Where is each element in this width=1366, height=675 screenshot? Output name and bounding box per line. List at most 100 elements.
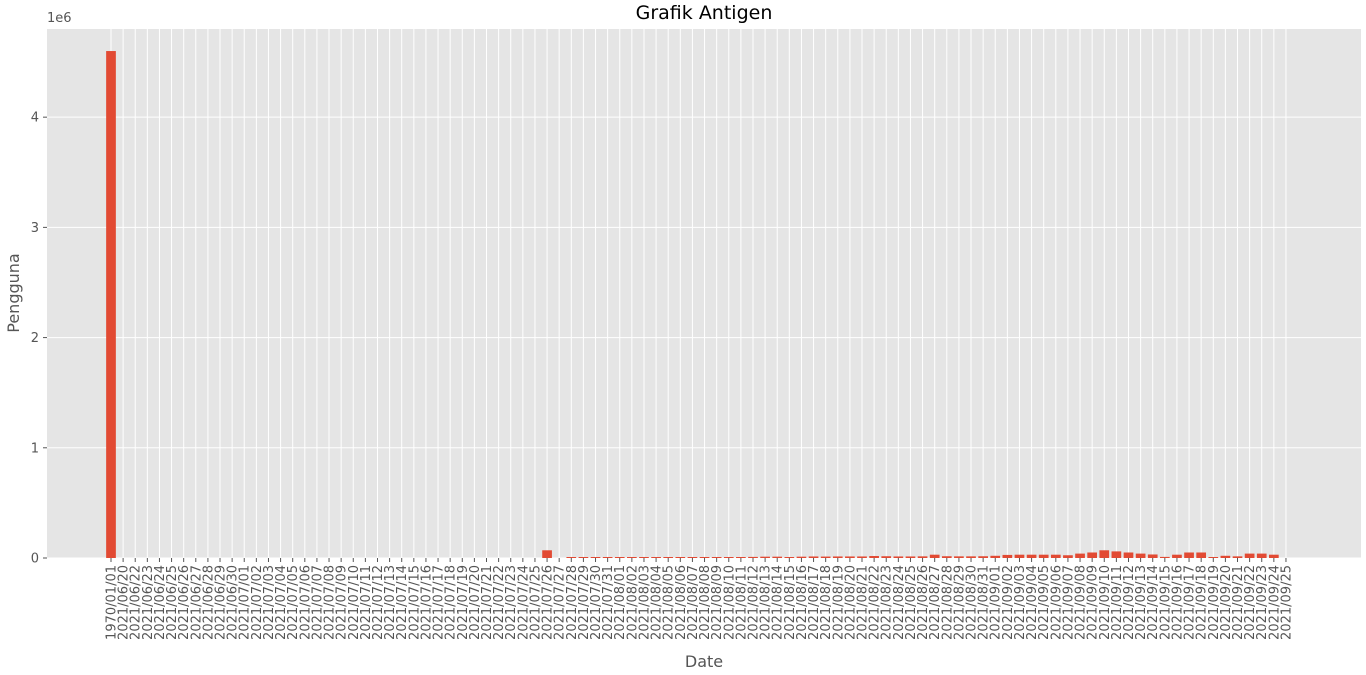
bar-2021/08/27 bbox=[929, 554, 940, 558]
x-tick-label: 2021/07/04 bbox=[274, 565, 289, 640]
bar-2021/09/08 bbox=[1075, 553, 1085, 558]
x-tick-label: 2021/09/22 bbox=[1243, 565, 1258, 640]
x-tick-label: 2021/08/06 bbox=[674, 565, 689, 640]
grid-lines bbox=[47, 29, 1361, 559]
x-tick-label: 2021/07/08 bbox=[323, 565, 338, 640]
x-tick-label: 2021/09/01 bbox=[989, 565, 1004, 640]
x-tick-label: 2021/07/21 bbox=[480, 565, 495, 640]
bar-2021/08/04 bbox=[651, 557, 661, 558]
x-tick-label: 2021/08/26 bbox=[916, 565, 931, 640]
bar-2021/09/21 bbox=[1232, 556, 1243, 558]
bar-2021/09/15 bbox=[1159, 556, 1170, 558]
bar-2021/08/07 bbox=[687, 557, 698, 558]
bar-2021/08/30 bbox=[966, 556, 976, 558]
x-tick-label: 2021/08/08 bbox=[698, 565, 713, 640]
x-tick-label: 2021/09/09 bbox=[1086, 565, 1101, 640]
bar-2021/07/31 bbox=[602, 557, 613, 558]
x-tick-label: 2021/07/20 bbox=[468, 565, 483, 640]
scale-label: 1e6 bbox=[47, 11, 72, 26]
x-tick-label: 2021/07/16 bbox=[419, 565, 434, 640]
x-tick-label: 2021/06/30 bbox=[226, 565, 241, 640]
x-tick-label: 2021/08/22 bbox=[868, 565, 883, 640]
x-tick-label: 2021/06/27 bbox=[189, 565, 204, 640]
bar-2021/08/02 bbox=[627, 557, 637, 558]
x-tick-label: 2021/07/09 bbox=[335, 565, 350, 640]
x-tick-label: 2021/06/24 bbox=[153, 565, 168, 640]
x-tick-label: 2021/08/30 bbox=[965, 565, 980, 640]
bar-2021/08/22 bbox=[869, 556, 879, 558]
x-tick-label: 2021/07/11 bbox=[359, 565, 374, 640]
bar-2021/09/11 bbox=[1111, 551, 1122, 558]
bar-2021/08/05 bbox=[663, 557, 674, 558]
x-tick-label: 2021/07/22 bbox=[492, 565, 507, 640]
x-tick-label: 2021/07/06 bbox=[298, 565, 313, 640]
x-tick-label: 2021/08/09 bbox=[710, 565, 725, 640]
bar-2021/09/13 bbox=[1135, 553, 1146, 558]
x-tick-label: 2021/06/23 bbox=[141, 565, 156, 640]
x-tick-label: 2021/08/24 bbox=[892, 565, 907, 640]
x-tick-label: 2021/08/04 bbox=[650, 565, 665, 640]
x-tick-label: 2021/08/18 bbox=[819, 565, 834, 640]
x-tick-label: 2021/08/25 bbox=[904, 565, 919, 640]
x-tick-label: 2021/08/12 bbox=[746, 565, 761, 640]
x-tick-label: 2021/09/08 bbox=[1074, 565, 1089, 640]
x-tick-label: 2021/08/14 bbox=[771, 565, 786, 640]
x-tick-label: 2021/06/28 bbox=[201, 565, 216, 640]
bar-2021/09/09 bbox=[1087, 552, 1098, 558]
bar-2021/09/07 bbox=[1063, 555, 1073, 558]
x-tick-label: 2021/09/23 bbox=[1255, 565, 1270, 640]
bar-2021/09/14 bbox=[1147, 554, 1158, 558]
x-tick-label: 2021/08/13 bbox=[759, 565, 774, 640]
bar-2021/08/25 bbox=[905, 556, 916, 558]
x-tick-label: 2021/07/26 bbox=[541, 565, 556, 640]
y-tick-label: 4 bbox=[31, 111, 39, 126]
x-tick-label: 2021/09/03 bbox=[1013, 565, 1028, 640]
x-tick-label: 2021/06/29 bbox=[214, 565, 229, 640]
x-tick-label: 2021/07/18 bbox=[444, 565, 459, 640]
bar-2021/07/29 bbox=[578, 557, 589, 558]
x-tick-label: 2021/06/26 bbox=[177, 565, 192, 640]
bar-2021/09/12 bbox=[1123, 552, 1134, 558]
x-axis-label: Date bbox=[685, 652, 723, 671]
bar-2021/08/14 bbox=[772, 556, 783, 558]
y-tick-label: 0 bbox=[31, 552, 39, 567]
x-tick-label: 2021/09/21 bbox=[1231, 565, 1246, 640]
bar-2021/09/22 bbox=[1244, 553, 1255, 558]
bar-2021/08/28 bbox=[941, 556, 952, 558]
chart-title: Grafik Antigen bbox=[636, 2, 773, 24]
bar-2021/09/05 bbox=[1038, 554, 1049, 558]
bar-2021/08/23 bbox=[881, 556, 892, 558]
bar-1970/01/01 bbox=[106, 51, 116, 559]
bar-2021/09/01 bbox=[990, 555, 1001, 558]
x-tick-label: 2021/08/29 bbox=[952, 565, 967, 640]
x-tick-label: 2021/08/20 bbox=[843, 565, 858, 640]
x-tick-label: 2021/07/30 bbox=[589, 565, 604, 640]
bar-2021/07/26 bbox=[542, 550, 552, 558]
x-tick-label: 2021/09/16 bbox=[1170, 565, 1185, 640]
x-tick-label: 2021/07/07 bbox=[310, 565, 325, 640]
bar-2021/09/20 bbox=[1220, 555, 1231, 558]
bar-2021/08/12 bbox=[748, 556, 758, 558]
x-tick-label: 2021/07/27 bbox=[553, 565, 568, 640]
x-tick-label: 2021/09/13 bbox=[1134, 565, 1149, 640]
bar-2021/08/16 bbox=[796, 556, 807, 558]
bar-2021/08/11 bbox=[736, 557, 746, 558]
x-tick-label: 2021/08/03 bbox=[637, 565, 652, 640]
x-tick-label: 2021/09/25 bbox=[1279, 565, 1294, 640]
bar-2021/09/23 bbox=[1256, 553, 1267, 558]
y-axis-label: Pengguna bbox=[4, 253, 23, 332]
bar-2021/09/24 bbox=[1268, 554, 1279, 558]
bar-2021/08/06 bbox=[675, 557, 686, 558]
bar-2021/08/03 bbox=[639, 557, 649, 558]
y-tick-label: 1 bbox=[31, 441, 39, 456]
x-tick-label: 2021/09/12 bbox=[1122, 565, 1137, 640]
x-tick-label: 2021/07/19 bbox=[456, 565, 471, 640]
x-tick-label: 2021/09/02 bbox=[1001, 565, 1016, 640]
y-ticks: 0 1 2 3 4 bbox=[31, 111, 47, 567]
bar-2021/09/03 bbox=[1014, 554, 1025, 558]
bar-2021/08/01 bbox=[614, 557, 625, 558]
x-tick-label: 2021/09/15 bbox=[1158, 565, 1173, 640]
x-tick-label: 2021/07/15 bbox=[407, 565, 422, 640]
x-tick-label: 2021/08/07 bbox=[686, 565, 701, 640]
